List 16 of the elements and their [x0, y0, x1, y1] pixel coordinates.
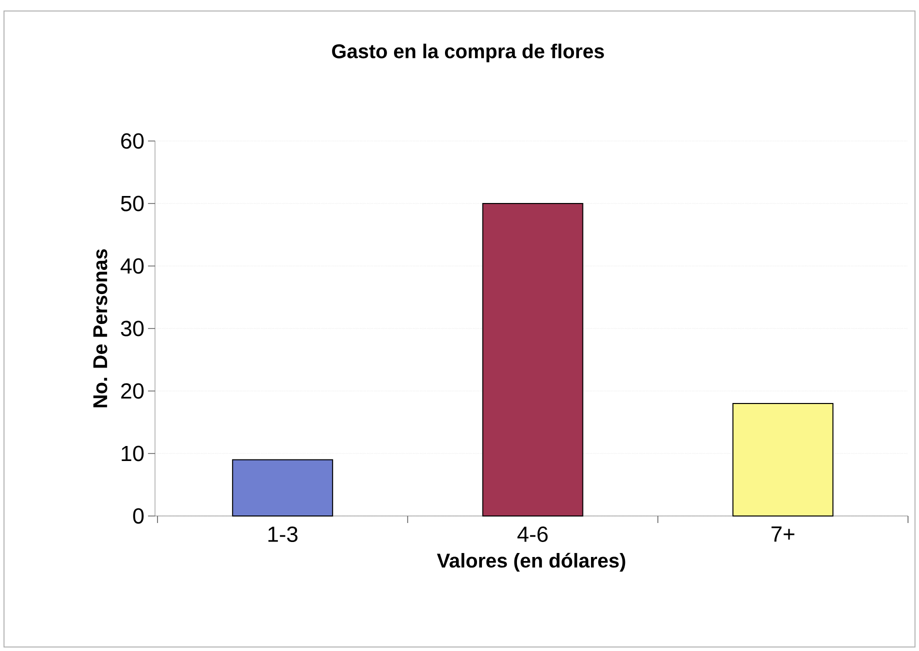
bar — [732, 402, 834, 516]
y-tick-label: 30 — [120, 320, 144, 336]
y-axis-title: No. De Personas — [93, 249, 108, 408]
y-tick-label: 40 — [120, 258, 144, 274]
y-tick-label: 20 — [121, 383, 144, 399]
y-tick-label: 50 — [120, 196, 144, 212]
bar — [232, 459, 334, 516]
x-tick-label: 1-3 — [268, 526, 298, 542]
x-tick-label: 4-6 — [517, 526, 548, 542]
y-tick-label: 60 — [121, 133, 144, 149]
bar — [482, 202, 584, 516]
x-axis-title: Valores (en dólares) — [436, 552, 626, 572]
y-tick-label: 0 — [133, 508, 144, 524]
x-tick-label: 7+ — [772, 526, 794, 542]
y-tick-label: 10 — [122, 446, 144, 462]
chart-title: Gasto en la compra de flores — [332, 44, 604, 62]
